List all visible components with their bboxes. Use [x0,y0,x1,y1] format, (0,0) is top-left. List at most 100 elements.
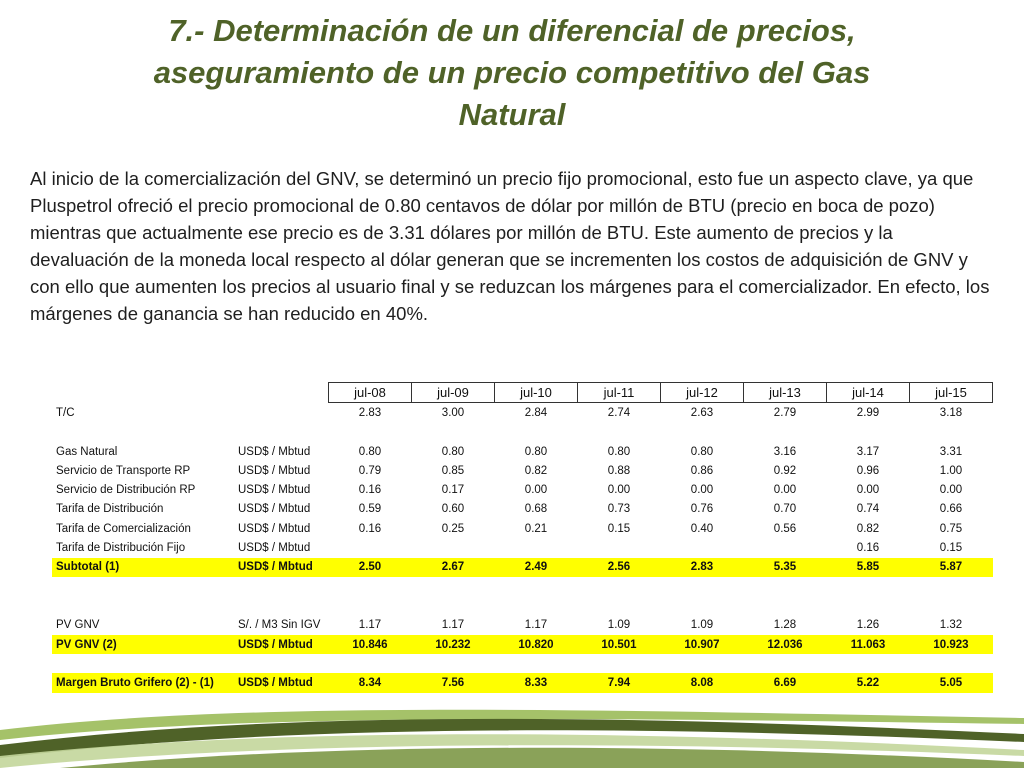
row-label: Servicio de Transporte RP [56,464,191,477]
table-row [52,654,993,673]
row-value [495,423,578,442]
table-row [52,423,993,442]
row-unit: USD$ / Mbtud [238,445,311,458]
row-unit: USD$ / Mbtud [236,557,329,577]
row-value: 10.923 [909,634,993,655]
row-value: 0.86 [690,464,714,477]
row-value: 10.907 [660,634,744,655]
row-label [52,596,236,615]
row-label: T/C [56,406,75,419]
header-blank-unit [236,383,329,403]
table-row: PV GNV S/. / M3 Sin IGV 1.17 1.17 1.17 1.09 1.… [52,616,993,635]
row-value: 5.85 [826,557,910,577]
header-cell: jul-11 [577,381,661,404]
row-unit [236,654,329,673]
row-value [661,654,744,673]
table-row: PV GNV (2) USD$ / Mbtud 10.846 10.232 10.820… [52,634,993,655]
row-value: 5.35 [743,557,827,577]
row-value: 0.75 [939,522,963,535]
row-value: 0.80 [524,445,548,458]
title-line-1: 7.- Determinación de un diferencial de p… [168,13,856,48]
row-value [661,577,744,596]
row-value [827,596,910,615]
row-value: 2.83 [660,557,744,577]
row-value: 0.80 [441,445,465,458]
row-value [910,577,993,596]
table-row [52,577,993,596]
table-row: Tarifa de Distribución USD$ / Mbtud 0.59 0.… [52,500,993,519]
row-value: 5.87 [909,557,993,577]
row-value: 0.59 [358,503,382,516]
row-unit [236,577,329,596]
row-value: 12.036 [743,634,827,655]
row-value: 11.063 [826,634,910,655]
header-cell: jul-09 [411,381,495,404]
header-cell: jul-13 [743,381,827,404]
row-unit: USD$ / Mbtud [238,522,311,535]
row-value [495,654,578,673]
row-unit: USD$ / Mbtud [238,542,311,555]
row-label: Tarifa de Distribución [56,503,164,516]
row-value: 0.79 [358,464,382,477]
row-value: 0.00 [524,484,548,497]
row-value: 10.501 [577,634,661,655]
row-value: 8.33 [494,673,578,693]
row-value [412,596,495,615]
row-unit [236,423,329,442]
row-value: 2.84 [524,406,548,419]
row-value: 2.74 [607,406,631,419]
row-value: 0.66 [939,503,963,516]
title-line-2: aseguramiento de un precio competitivo d… [153,55,871,90]
row-value: 0.25 [441,522,465,535]
row-value: 1.09 [690,619,714,632]
row-value: 0.60 [441,503,465,516]
row-value [329,596,412,615]
row-value: 0.80 [690,445,714,458]
row-value [578,577,661,596]
row-value [329,577,412,596]
row-value [827,654,910,673]
row-value [744,538,827,557]
table-body: T/C 2.83 3.00 2.84 2.74 2.63 2.79 2.99 3.18 Gas N… [52,403,993,693]
row-value [661,596,744,615]
row-value [412,423,495,442]
row-value: 2.63 [690,406,714,419]
row-value [744,654,827,673]
price-table: jul-08 jul-09 jul-10 jul-11 jul-12 jul-1… [52,381,993,693]
table-row: Gas Natural USD$ / Mbtud 0.80 0.80 0.80 0.80 0… [52,442,993,461]
row-value [578,596,661,615]
row-value: 8.08 [660,673,744,693]
body-paragraph: Al inicio de la comercialización del GNV… [30,168,990,324]
row-value: 1.17 [441,619,465,632]
row-value: 0.00 [856,484,880,497]
row-value [578,423,661,442]
row-value [910,654,993,673]
row-value: 1.17 [524,619,548,632]
table-row: Servicio de Distribución RP USD$ / Mbtud 0… [52,480,993,499]
row-value: 3.31 [939,445,963,458]
row-value [744,423,827,442]
row-label [52,423,236,442]
row-value: 0.96 [856,464,880,477]
row-value [329,654,412,673]
table-row: Tarifa de Distribución Fijo USD$ / Mbtud 0… [52,538,993,557]
row-value: 0.15 [939,542,963,555]
row-label: PV GNV (2) [52,634,236,655]
row-label: Tarifa de Distribución Fijo [56,542,186,555]
row-value: 0.00 [690,484,714,497]
row-value [412,538,495,557]
row-value: 0.15 [607,522,631,535]
row-value: 2.99 [856,406,880,419]
row-value: 0.82 [524,464,548,477]
row-value: 1.00 [939,464,963,477]
row-value: 2.79 [773,406,797,419]
row-unit: USD$ / Mbtud [238,484,311,497]
row-value: 2.67 [411,557,495,577]
row-value: 1.28 [773,619,797,632]
row-value: 0.00 [607,484,631,497]
row-value: 8.34 [328,673,412,693]
row-value: 0.56 [773,522,797,535]
row-value: 2.83 [358,406,382,419]
row-value: 7.56 [411,673,495,693]
row-value: 5.22 [826,673,910,693]
